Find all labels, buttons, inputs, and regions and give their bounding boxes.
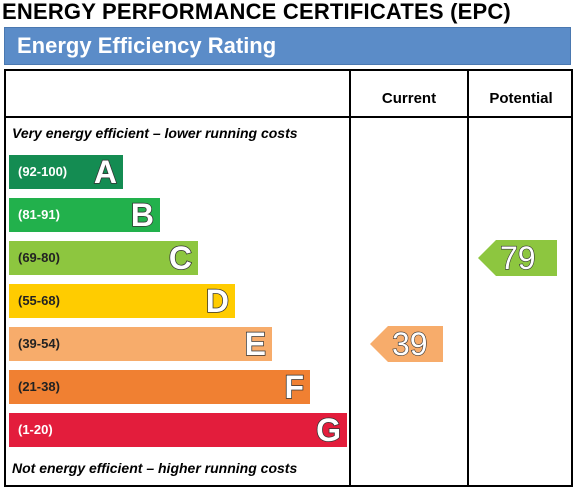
band-range-label: (69-80)	[18, 250, 60, 265]
potential-column-divider	[467, 69, 469, 487]
epc-chart-frame	[4, 69, 573, 487]
band-letter: A	[93, 154, 118, 190]
band-letter: E	[244, 326, 267, 362]
band-letter: F	[284, 369, 305, 405]
header-divider	[4, 116, 573, 118]
potential-rating-arrow-shape	[478, 240, 557, 276]
band-range-label: (21-38)	[18, 379, 60, 394]
current-column-header: Current	[381, 90, 437, 107]
band-range-label: (1-20)	[18, 422, 53, 437]
band-range-label: (81-91)	[18, 207, 60, 222]
banner-title: Energy Efficiency Rating	[17, 33, 277, 58]
band-letter: C	[168, 240, 193, 276]
rating-banner: Energy Efficiency Rating	[4, 27, 571, 65]
band-d: (55-68) D	[9, 283, 235, 319]
band-range-label: (55-68)	[18, 293, 60, 308]
band-g: (1-20) G	[9, 412, 347, 448]
current-column-divider	[349, 69, 351, 487]
bottom-caption: Not energy efficient – higher running co…	[12, 460, 298, 476]
band-letter: B	[130, 197, 155, 233]
band-range-label: (39-54)	[18, 336, 60, 351]
current-rating-arrow: 39	[370, 325, 443, 363]
band-f: (21-38) F	[9, 369, 310, 405]
potential-column-header: Potential	[489, 90, 553, 107]
band-range-label: (92-100)	[18, 164, 68, 179]
band-letter: G	[315, 412, 341, 448]
band-letter: D	[205, 283, 230, 319]
potential-rating-arrow: 79	[478, 239, 557, 277]
potential-rating-arrow-value: 79	[499, 239, 536, 276]
current-rating-arrow-shape	[370, 326, 443, 362]
band-b: (81-91) B	[9, 197, 160, 233]
top-caption: Very energy efficient – lower running co…	[12, 125, 298, 141]
band-a: (92-100) A	[9, 154, 123, 190]
current-rating-arrow-value: 39	[391, 325, 428, 362]
band-c: (69-80) C	[9, 240, 198, 276]
page-title: ENERGY PERFORMANCE CERTIFICATES (EPC)	[2, 0, 511, 24]
band-e: (39-54) E	[9, 326, 272, 362]
